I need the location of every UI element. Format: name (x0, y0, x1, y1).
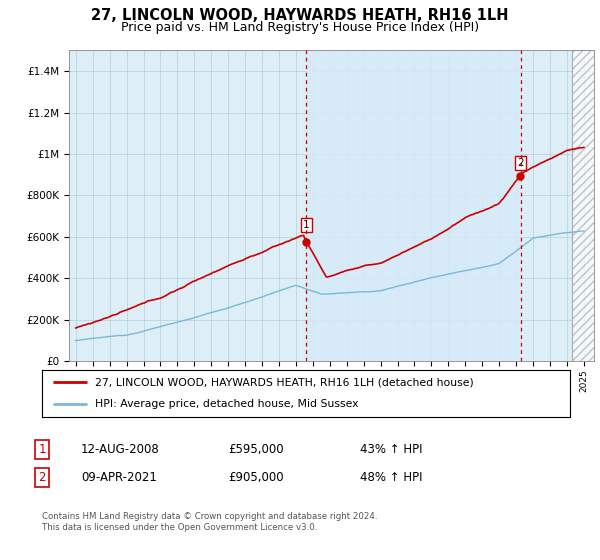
Text: Contains HM Land Registry data © Crown copyright and database right 2024.
This d: Contains HM Land Registry data © Crown c… (42, 512, 377, 532)
Text: 48% ↑ HPI: 48% ↑ HPI (360, 470, 422, 484)
Text: 2: 2 (38, 470, 46, 484)
Text: 2: 2 (517, 158, 524, 168)
Text: 1: 1 (303, 220, 310, 230)
Text: 27, LINCOLN WOOD, HAYWARDS HEATH, RH16 1LH: 27, LINCOLN WOOD, HAYWARDS HEATH, RH16 1… (91, 8, 509, 24)
Text: 12-AUG-2008: 12-AUG-2008 (81, 442, 160, 456)
Text: 09-APR-2021: 09-APR-2021 (81, 470, 157, 484)
Text: 1: 1 (38, 442, 46, 456)
Text: £595,000: £595,000 (228, 442, 284, 456)
Text: Price paid vs. HM Land Registry's House Price Index (HPI): Price paid vs. HM Land Registry's House … (121, 21, 479, 34)
Text: 27, LINCOLN WOOD, HAYWARDS HEATH, RH16 1LH (detached house): 27, LINCOLN WOOD, HAYWARDS HEATH, RH16 1… (95, 377, 473, 388)
Text: £905,000: £905,000 (228, 470, 284, 484)
Text: HPI: Average price, detached house, Mid Sussex: HPI: Average price, detached house, Mid … (95, 399, 358, 409)
Bar (307, 50, 521, 361)
Bar (572, 50, 594, 361)
Text: 43% ↑ HPI: 43% ↑ HPI (360, 442, 422, 456)
